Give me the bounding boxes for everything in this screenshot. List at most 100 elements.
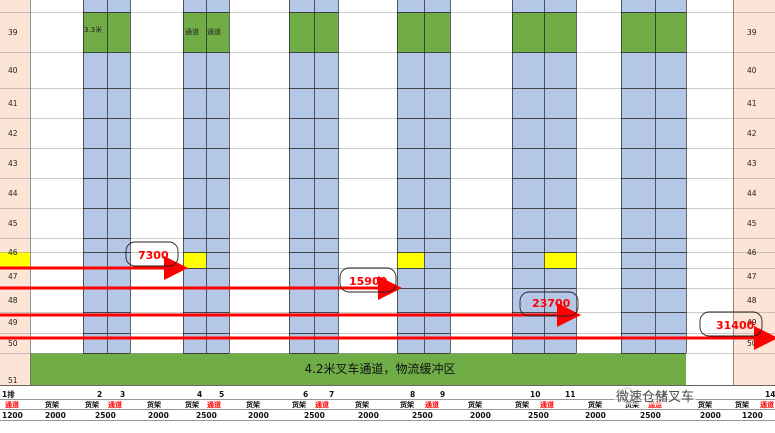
bottom-width-label: 2000	[45, 411, 66, 420]
bottom-type-label: 货架	[44, 400, 59, 409]
bottom-width-label: 2000	[358, 411, 379, 420]
distance-callout-box-2	[339, 267, 397, 293]
bottom-width-label: 1200	[2, 411, 23, 420]
rack-number: 1排	[2, 389, 15, 399]
rack-number: 6	[303, 390, 308, 399]
row-number-right: 41	[747, 99, 757, 108]
bottom-type-label: 货架	[354, 400, 369, 409]
distance-callout-box-4	[699, 311, 763, 337]
bottom-width-label: 2500	[640, 411, 661, 420]
bottom-width-label: 2000	[700, 411, 721, 420]
bottom-type-label: 货架	[734, 400, 749, 409]
row-number-left: 49	[8, 318, 18, 327]
bottom-type-label: 货架	[146, 400, 161, 409]
bottom-type-label: 货架	[697, 400, 712, 409]
bottom-width-label: 2500	[528, 411, 549, 420]
rack-number: 4	[197, 390, 202, 399]
rack-number: 11	[565, 390, 575, 399]
bottom-type-label: 货架	[291, 400, 306, 409]
arrow-layer: 7300 15900 23700 31400	[0, 241, 775, 401]
bottom-type-label: 通道	[540, 400, 554, 409]
row-number-left: 40	[8, 66, 18, 75]
bottom-width-label: 2500	[196, 411, 217, 420]
bottom-type-label: 货架	[514, 400, 529, 409]
rack-number: 14	[765, 390, 775, 399]
bottom-type-label: 通道	[108, 400, 122, 409]
rack-number: 9	[440, 390, 445, 399]
highlight-cell-1	[183, 252, 206, 268]
rack-number: 7	[329, 390, 334, 399]
rack-top-band-1	[83, 12, 130, 52]
distance-label-1: 7300	[138, 249, 169, 262]
rack-number: 2	[97, 390, 102, 399]
rack-number: 5	[219, 390, 224, 399]
bottom-type-label: 货架	[467, 400, 482, 409]
bottom-width-label: 2000	[148, 411, 169, 420]
rack-number: 3	[120, 390, 125, 399]
rack-top-band-5	[512, 12, 576, 52]
row-number-left: 42	[8, 129, 18, 138]
bottom-type-label: 货架	[84, 400, 99, 409]
bottom-type-label: 货架	[399, 400, 414, 409]
bottom-type-label: 货架	[184, 400, 199, 409]
bottom-width-label: 2000	[248, 411, 269, 420]
highlight-row-header	[0, 252, 30, 268]
left-row-header-col	[0, 0, 30, 385]
row-number-left: 50	[8, 339, 18, 348]
rack-number: 10	[530, 390, 540, 399]
bottom-width-label: 2000	[470, 411, 491, 420]
watermark-text: 微速仓储叉车	[614, 386, 697, 405]
row-number-left: 41	[8, 99, 18, 108]
rack-top-band-3	[289, 12, 338, 52]
distance-callout-box-3	[519, 291, 579, 317]
rack-column-6	[621, 0, 686, 353]
rack-number: 8	[410, 390, 415, 399]
row-number-right: 40	[747, 66, 757, 75]
bottom-type-label: 货架	[587, 400, 602, 409]
bottom-type-label: 通道	[207, 400, 221, 409]
rack-top-band-4	[397, 12, 450, 52]
bottom-width-label: 2500	[304, 411, 325, 420]
row-number-right: 47	[747, 272, 757, 281]
passage-note-1: 通道	[185, 28, 199, 36]
row-number-right: 48	[747, 296, 757, 305]
rack-column-1	[83, 0, 130, 353]
bottom-type-label: 通道	[315, 400, 329, 409]
row-number-right: 42	[747, 129, 757, 138]
row-number-left: 51	[8, 376, 18, 385]
row-number-left: 48	[8, 296, 18, 305]
bottom-width-label: 2000	[585, 411, 606, 420]
row-number-right: 45	[747, 219, 757, 228]
distance-label-4: 31400	[716, 319, 755, 332]
row-number-left: 46	[8, 248, 18, 257]
background-layer	[0, 0, 775, 385]
row-number-right: 49	[747, 318, 757, 327]
bottom-width-label: 2500	[95, 411, 116, 420]
row-number-left: 44	[8, 189, 18, 198]
row-number-left: 39	[8, 28, 18, 37]
distance-label-2: 15900	[349, 275, 388, 288]
row-number-left: 43	[8, 159, 18, 168]
row-number-left: 45	[8, 219, 18, 228]
row-number-left: 47	[8, 272, 18, 281]
distance-callout-box-1	[125, 241, 179, 267]
highlight-cell-2	[397, 252, 424, 268]
rack-top-band-2	[183, 12, 229, 52]
right-row-header-col	[733, 0, 775, 385]
bottom-type-label: 通道	[5, 400, 19, 409]
bottom-type-label: 通道	[760, 400, 774, 409]
distance-label-3: 23700	[532, 297, 571, 310]
rack-column-2	[183, 0, 229, 353]
bottom-width-label: 2500	[412, 411, 433, 420]
row-number-right: 43	[747, 159, 757, 168]
aisle-label: 4.2米叉车通道，物流缓冲区	[304, 362, 456, 376]
rack-column-4	[397, 0, 450, 353]
rack-column-3	[289, 0, 338, 353]
row-number-right: 39	[747, 28, 757, 37]
bottom-width-label: 1200	[742, 411, 763, 420]
bottom-type-label: 通道	[425, 400, 439, 409]
rack-top-band-6	[621, 12, 686, 52]
